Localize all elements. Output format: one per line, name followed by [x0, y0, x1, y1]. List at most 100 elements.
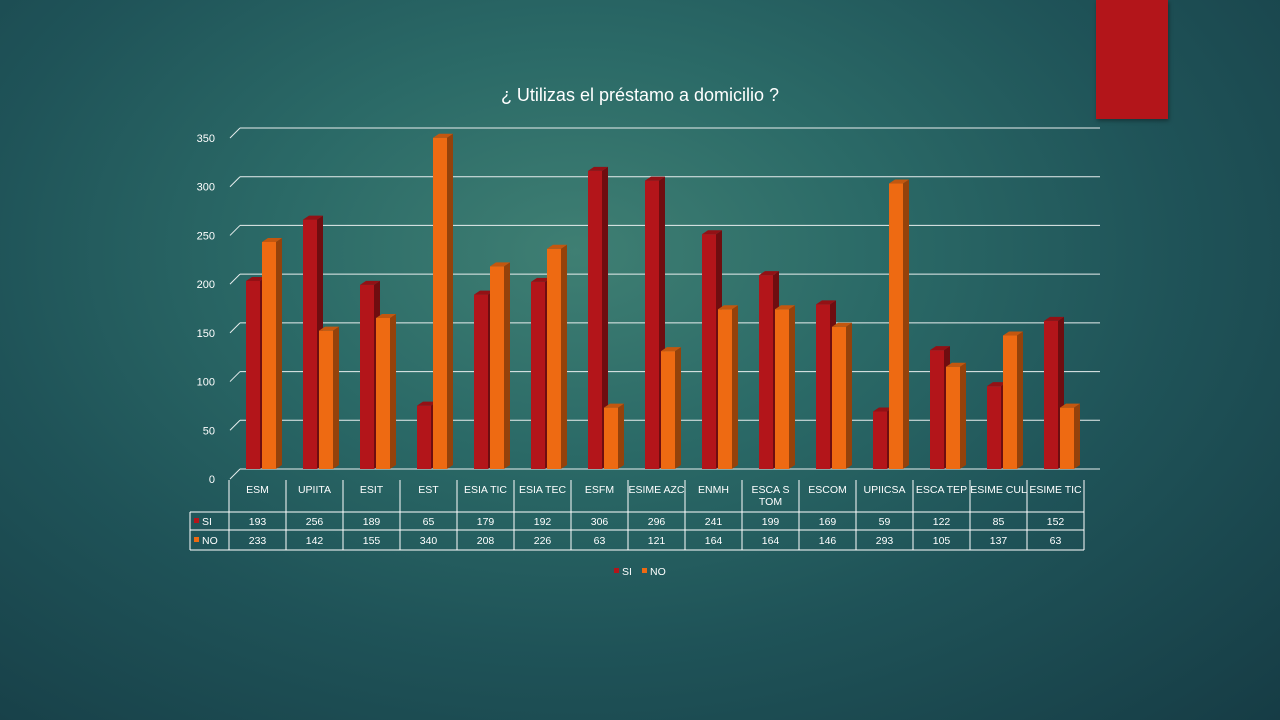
bar-si-6: [588, 166, 608, 469]
bar-side: [789, 305, 795, 469]
bar-front: [490, 266, 504, 469]
y-tick-label: 50: [203, 425, 215, 437]
y-tick-label: 300: [197, 182, 215, 194]
bar-top: [889, 179, 909, 184]
category-label: ENMH: [698, 484, 729, 496]
bar-front: [433, 137, 447, 469]
bar-front: [832, 326, 846, 469]
gridline-depth: [229, 273, 241, 285]
bar-side: [618, 403, 624, 469]
table-legend-key: [194, 537, 199, 542]
table-cell: 208: [477, 535, 495, 547]
category-label: ESIA TIC: [464, 484, 507, 496]
table-cell: 340: [420, 535, 438, 547]
bar-top: [759, 271, 779, 276]
bar-no-5: [547, 244, 567, 469]
bar-front: [645, 180, 659, 469]
table-cell: 226: [534, 535, 552, 547]
bar-front: [987, 386, 1001, 469]
gridline-depth: [229, 322, 241, 334]
gridline-depth: [229, 371, 241, 382]
bar-top: [604, 403, 624, 408]
bar-top: [1044, 316, 1064, 321]
bar-top: [775, 305, 795, 310]
bar-front: [1060, 407, 1074, 469]
bar-front: [417, 405, 431, 469]
bar-top: [417, 401, 437, 406]
legend-label: SI: [622, 566, 632, 578]
bar-front: [303, 219, 317, 469]
table-cell: 306: [591, 516, 609, 528]
bar-front: [376, 317, 390, 469]
table-cell: 63: [594, 535, 606, 547]
bar-no-12: [946, 362, 966, 469]
bar-side: [1017, 331, 1023, 469]
bar-top: [588, 166, 608, 171]
category-label: UPIICSA: [863, 484, 905, 496]
table-legend-key: [194, 518, 199, 523]
bar-front: [604, 407, 618, 469]
bar-front: [547, 248, 561, 469]
category-label: ESCA S TOM: [752, 484, 790, 508]
table-cell: 105: [933, 535, 951, 547]
bar-top: [930, 346, 950, 351]
table-cell: 63: [1050, 535, 1062, 547]
bar-no-3: [433, 133, 453, 469]
table-cell: 296: [648, 516, 666, 528]
bar-side: [960, 362, 966, 469]
bar-side: [1074, 403, 1080, 469]
table-cell: 192: [534, 516, 552, 528]
bar-top: [987, 382, 1007, 387]
bar-side: [390, 313, 396, 469]
bar-top: [246, 276, 266, 281]
table-cell: 164: [705, 535, 723, 547]
bar-front: [588, 170, 602, 469]
bar-no-6: [604, 403, 624, 469]
data-table: ESM UPIITA ESIT EST ESIA TIC ESIA TEC ESFM ESIM…: [189, 480, 1085, 551]
bar-front: [873, 411, 887, 469]
bar-no-2: [376, 313, 396, 469]
table-cell: 155: [363, 535, 381, 547]
bar-front: [889, 183, 903, 469]
legend-label: NO: [650, 566, 666, 578]
bar-top: [702, 230, 722, 235]
bar-no-4: [490, 262, 510, 469]
category-label: ESM: [246, 484, 269, 496]
category-label: UPIITA: [298, 484, 331, 496]
category-label: ESIME AZC: [628, 484, 684, 496]
bar-top: [547, 244, 567, 249]
bar-front: [930, 350, 944, 469]
bar-top: [490, 262, 510, 267]
bar-top: [832, 322, 852, 327]
table-cell: 85: [993, 516, 1005, 528]
table-cell: 164: [762, 535, 780, 547]
table-cell: 146: [819, 535, 837, 547]
bar-side: [732, 305, 738, 469]
table-series-name: SI: [202, 516, 212, 528]
bar-front: [718, 309, 732, 469]
bar-no-8: [718, 305, 738, 469]
bar-top: [1003, 331, 1023, 336]
bar-front: [759, 275, 773, 469]
bar-side: [846, 322, 852, 469]
table-cell: 233: [249, 535, 267, 547]
category-label: ESFM: [585, 484, 614, 496]
bar-front: [262, 241, 276, 469]
table-series-name: NO: [202, 535, 218, 547]
legend-key: [614, 568, 619, 573]
bar-top: [319, 326, 339, 331]
y-tick-label: 350: [197, 133, 215, 145]
table-cell: 137: [990, 535, 1008, 547]
category-label: EST: [418, 484, 439, 496]
bar-front: [531, 281, 545, 469]
chart-title: ¿ Utilizas el préstamo a domicilio ?: [500, 85, 780, 105]
bar-front: [946, 366, 960, 469]
table-cell: 293: [876, 535, 894, 547]
bar-top: [718, 305, 738, 310]
bar-top: [531, 277, 551, 282]
bar-front: [360, 284, 374, 469]
table-cell: 122: [933, 516, 951, 528]
y-tick-label: 0: [209, 474, 215, 486]
gridline-depth: [229, 127, 241, 139]
